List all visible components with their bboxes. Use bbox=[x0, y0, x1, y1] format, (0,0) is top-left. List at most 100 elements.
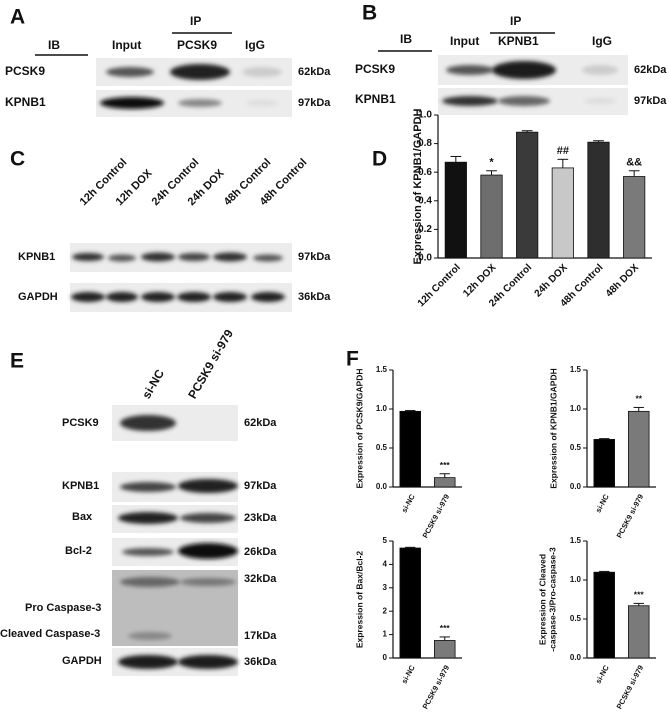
band bbox=[141, 292, 175, 302]
significance: *** bbox=[634, 590, 645, 600]
y-tick-label: 1.5 bbox=[376, 365, 388, 374]
bar bbox=[551, 167, 574, 259]
band bbox=[584, 98, 616, 104]
y-tick-label: 0 bbox=[383, 653, 388, 662]
row-label: Pro Caspase-3 bbox=[25, 602, 101, 614]
band bbox=[246, 100, 278, 106]
ip-label: IP bbox=[510, 14, 521, 28]
y-axis-label: Expression of Cleaved bbox=[537, 554, 547, 645]
y-tick-label: 1.5 bbox=[570, 536, 582, 545]
size-label: 62kDa bbox=[244, 417, 277, 429]
band bbox=[180, 513, 236, 523]
x-tick-label: si-NC bbox=[594, 663, 611, 685]
bar bbox=[399, 410, 421, 488]
bar bbox=[433, 477, 456, 488]
row-label: PCSK9 bbox=[355, 62, 395, 76]
bar-chart: 0.0 0.5 1.0 1.5 si-NC *** PCSK9 si-979 Expressi… bbox=[537, 536, 656, 711]
x-tick-label: PCSK9 si-979 bbox=[615, 664, 646, 711]
panel-letter: F bbox=[346, 348, 359, 371]
band bbox=[106, 292, 138, 302]
x-tick-label: 12h DOX bbox=[461, 262, 498, 299]
y-tick-label: 1 bbox=[383, 630, 388, 639]
band bbox=[178, 99, 222, 107]
row-label: KPNB1 bbox=[18, 251, 55, 263]
size-label: 97kDa bbox=[634, 95, 667, 107]
bar bbox=[628, 605, 650, 659]
band bbox=[213, 252, 247, 262]
band bbox=[178, 543, 238, 559]
column-label: IgG bbox=[592, 34, 612, 48]
band bbox=[180, 578, 236, 586]
band bbox=[446, 65, 494, 75]
y-axis-label: -caspase-3/Pro-caspase-3 bbox=[547, 547, 557, 652]
band bbox=[178, 655, 238, 669]
x-tick-label: si-NC bbox=[594, 492, 611, 514]
band bbox=[72, 253, 104, 261]
band bbox=[120, 415, 176, 431]
significance: *** bbox=[440, 460, 451, 470]
y-tick-label: 1.0 bbox=[570, 575, 582, 584]
band bbox=[498, 96, 550, 106]
size-label: 23kDa bbox=[244, 512, 277, 524]
y-axis-label: Expression of KPNB1/GAPDH bbox=[412, 109, 424, 265]
bar-chart: 0.0 0.5 1.0 1.5 si-NC *** PCSK9 si-979 Expressi… bbox=[354, 365, 462, 540]
y-tick-label: 3 bbox=[383, 583, 388, 592]
row-label: Bcl-2 bbox=[65, 545, 92, 557]
band bbox=[492, 61, 556, 79]
row-label: KPNB1 bbox=[5, 95, 46, 109]
band bbox=[253, 254, 283, 262]
y-tick-label: 0.0 bbox=[418, 253, 432, 264]
y-tick-label: 0.0 bbox=[376, 482, 388, 491]
bar bbox=[480, 174, 503, 259]
bar bbox=[444, 161, 467, 259]
band bbox=[120, 577, 180, 587]
row-label: GAPDH bbox=[18, 291, 58, 303]
panel-c: C 12h Control 12h DOX 24h Control 24h DO… bbox=[10, 148, 331, 312]
significance: ** bbox=[635, 394, 642, 404]
row-label: KPNB1 bbox=[62, 480, 99, 492]
band bbox=[242, 67, 282, 77]
y-tick-label: 0.6 bbox=[418, 167, 432, 178]
y-tick-label: 2 bbox=[383, 606, 388, 615]
y-tick-label: 0.5 bbox=[570, 443, 582, 452]
panel-letter: D bbox=[372, 148, 387, 171]
bar-chart: 0.0 0.2 0.4 0.6 0.8 1.0 12h Control * 12h DOX 24h… bbox=[412, 109, 652, 309]
x-tick-label: PCSK9 si-979 bbox=[421, 493, 452, 540]
bar bbox=[587, 141, 610, 259]
band bbox=[178, 253, 210, 261]
significance: && bbox=[626, 157, 642, 169]
x-tick-label: 24h DOX bbox=[533, 262, 570, 299]
size-label: 36kDa bbox=[298, 291, 331, 303]
band bbox=[170, 64, 230, 80]
size-label: 26kDa bbox=[244, 546, 277, 558]
column-label: PCSK9 bbox=[177, 38, 217, 52]
panel-letter: B bbox=[362, 2, 377, 25]
y-axis-label: Expression of PCSK9/GAPDH bbox=[354, 369, 364, 489]
column-label: Input bbox=[112, 38, 141, 52]
size-label: 97kDa bbox=[244, 480, 277, 492]
y-tick-label: 0.4 bbox=[418, 195, 432, 206]
band bbox=[213, 292, 247, 302]
band bbox=[118, 655, 178, 669]
panel-letter: E bbox=[10, 350, 24, 373]
bar-chart: 0.0 0.5 1.0 1.5 si-NC ** PCSK9 si-979 Expressio… bbox=[548, 365, 656, 540]
size-label: 32kDa bbox=[244, 573, 277, 585]
bar bbox=[516, 131, 539, 259]
x-tick-label: si-NC bbox=[400, 492, 417, 514]
bar-chart: 0 1 2 3 4 5 si-NC *** PCSK9 si-979 Expression of … bbox=[354, 536, 462, 711]
ib-label: IB bbox=[48, 38, 60, 52]
row-label: GAPDH bbox=[62, 655, 102, 667]
row-label: PCSK9 bbox=[5, 64, 45, 78]
band bbox=[582, 65, 618, 75]
panel-a: A IB Input IP PCSK9 IgG PCSK9 62kDa KPNB… bbox=[5, 6, 331, 117]
x-tick-label: PCSK9 si-979 bbox=[615, 493, 646, 540]
column-label: Input bbox=[450, 34, 479, 48]
column-label: si-NC bbox=[139, 367, 167, 401]
ip-label: IP bbox=[190, 14, 201, 28]
y-tick-label: 1.5 bbox=[570, 365, 582, 374]
column-label: KPNB1 bbox=[498, 34, 539, 48]
y-tick-label: 0.0 bbox=[570, 482, 582, 491]
bar bbox=[399, 547, 421, 659]
panel-b: B IB Input IP KPNB1 IgG PCSK9 62kDa KPNB… bbox=[355, 2, 667, 115]
